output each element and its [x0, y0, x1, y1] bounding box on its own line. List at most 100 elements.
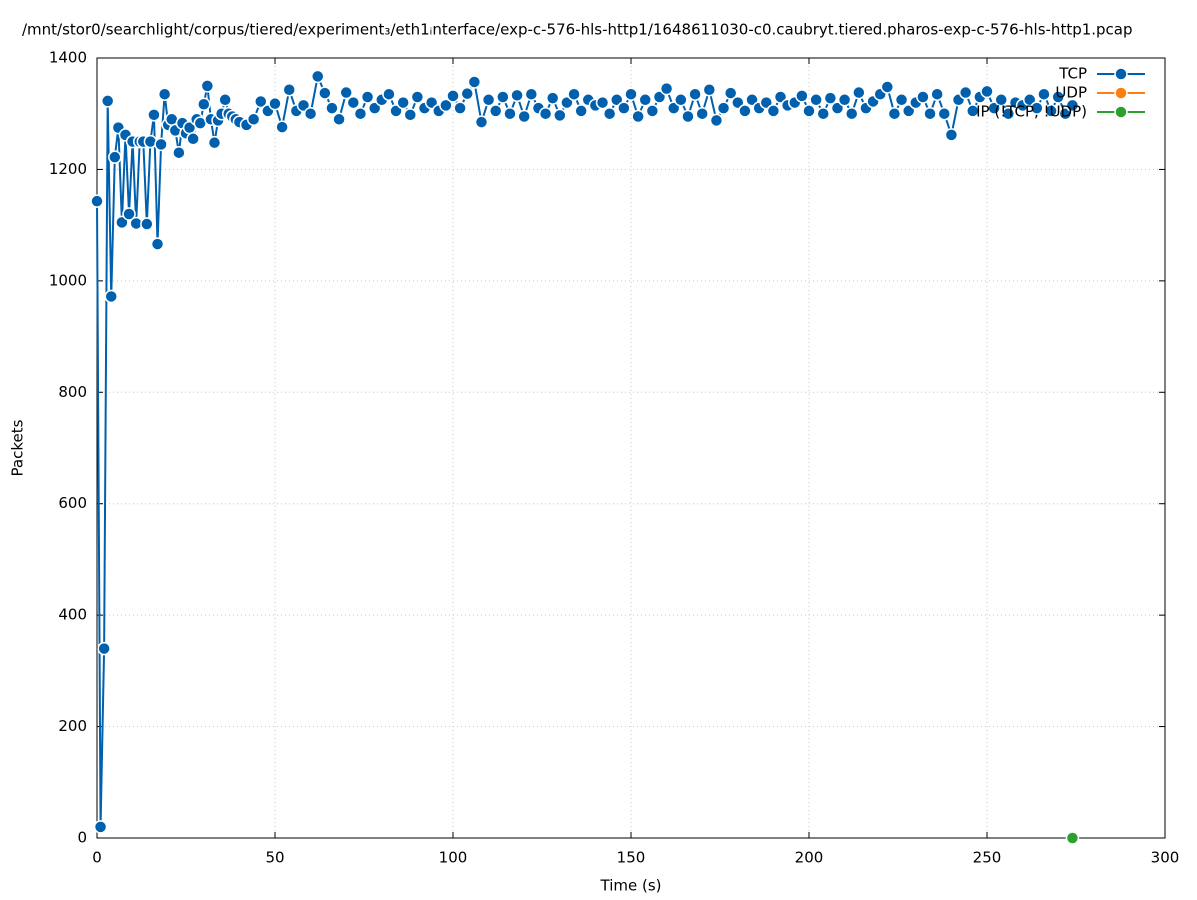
- data-point: [958, 85, 973, 100]
- y-tick-label: 200: [58, 717, 87, 735]
- data-point: [157, 87, 172, 101]
- data-point: [339, 85, 353, 100]
- data-point: [844, 106, 859, 121]
- data-point: [716, 101, 731, 115]
- y-tick-label: 1200: [49, 160, 87, 178]
- y-tick-label: 600: [58, 494, 87, 512]
- data-point: [723, 86, 738, 100]
- x-tick-label: 250: [973, 849, 1002, 867]
- data-point: [602, 106, 617, 121]
- legend-swatch: [1114, 86, 1128, 100]
- data-point: [90, 194, 104, 208]
- data-point: [207, 135, 222, 150]
- data-point: [1065, 98, 1080, 113]
- legend-label: IP (!TCP, !UDP): [976, 103, 1087, 121]
- data-point: [545, 91, 560, 105]
- data-point: [1051, 90, 1065, 104]
- data-point: [695, 106, 709, 121]
- series-line: [96, 72, 1074, 827]
- x-tick-label: 50: [265, 849, 284, 867]
- data-point: [453, 101, 467, 115]
- data-point: [1001, 106, 1016, 121]
- legend-swatch: [1114, 105, 1128, 119]
- legend-label: UDP: [1055, 84, 1087, 102]
- data-point: [503, 106, 517, 121]
- y-tick-label: 1000: [49, 271, 87, 289]
- data-point: [638, 93, 652, 107]
- data-point: [709, 113, 724, 128]
- data-point: [510, 88, 524, 103]
- data-point: [140, 217, 154, 231]
- data-point: [382, 87, 396, 101]
- y-tick-label: 0: [77, 829, 87, 847]
- data-point: [894, 93, 909, 107]
- data-point: [346, 95, 361, 110]
- data-point: [574, 104, 588, 118]
- data-point: [994, 93, 1008, 107]
- data-point: [681, 109, 695, 124]
- data-point: [595, 95, 610, 110]
- data-point: [816, 106, 830, 121]
- data-point: [246, 112, 261, 127]
- y-tick-label: 1400: [49, 49, 87, 67]
- data-point: [823, 91, 838, 105]
- x-tick-label: 0: [92, 849, 102, 867]
- data-point: [318, 86, 332, 100]
- data-point: [538, 106, 553, 121]
- chart-title: /mnt/stor0/searchlight/corpus/tiered/exp…: [22, 21, 1133, 39]
- data-point: [631, 109, 645, 124]
- data-point: [731, 95, 745, 110]
- data-point: [617, 101, 631, 115]
- data-point: [268, 96, 282, 111]
- data-point: [795, 89, 809, 103]
- data-point: [553, 108, 567, 123]
- data-point: [474, 115, 489, 129]
- data-point: [916, 90, 930, 104]
- data-point: [396, 95, 410, 110]
- data-point: [467, 75, 482, 89]
- data-point: [880, 80, 895, 94]
- data-point: [481, 93, 496, 107]
- data-point: [901, 104, 916, 118]
- data-point: [674, 93, 688, 107]
- data-point: [439, 98, 453, 113]
- data-point: [275, 120, 289, 134]
- data-point: [254, 94, 268, 109]
- data-point: [1030, 101, 1044, 115]
- data-point: [296, 98, 311, 113]
- data-point: [937, 106, 952, 121]
- data-point: [980, 84, 994, 99]
- data-point: [460, 86, 474, 101]
- data-point: [410, 90, 425, 104]
- y-tick-label: 800: [58, 383, 87, 401]
- data-point: [809, 93, 823, 107]
- data-point: [1037, 87, 1051, 101]
- data-point: [360, 90, 375, 104]
- data-point: [100, 94, 115, 108]
- legend-swatch: [1114, 67, 1128, 81]
- data-point: [122, 207, 136, 221]
- data-point: [923, 106, 937, 121]
- data-point: [645, 104, 660, 118]
- data-point: [310, 69, 325, 84]
- data-point: [488, 104, 503, 118]
- y-axis-label: Packets: [9, 419, 27, 476]
- data-point: [517, 109, 531, 124]
- data-point: [1065, 831, 1080, 845]
- data-point: [186, 132, 200, 146]
- data-point: [97, 641, 111, 656]
- data-point: [930, 87, 944, 101]
- x-tick-label: 100: [439, 849, 468, 867]
- x-tick-label: 150: [617, 849, 646, 867]
- data-point: [197, 97, 211, 111]
- data-point: [560, 95, 574, 110]
- data-point: [759, 95, 774, 110]
- data-point: [218, 93, 232, 107]
- data-point: [802, 104, 816, 118]
- data-point: [966, 104, 980, 118]
- data-point: [887, 106, 902, 121]
- x-axis-label: Time (s): [600, 877, 662, 895]
- data-point: [773, 90, 788, 104]
- data-point: [147, 108, 161, 122]
- data-point: [944, 128, 959, 142]
